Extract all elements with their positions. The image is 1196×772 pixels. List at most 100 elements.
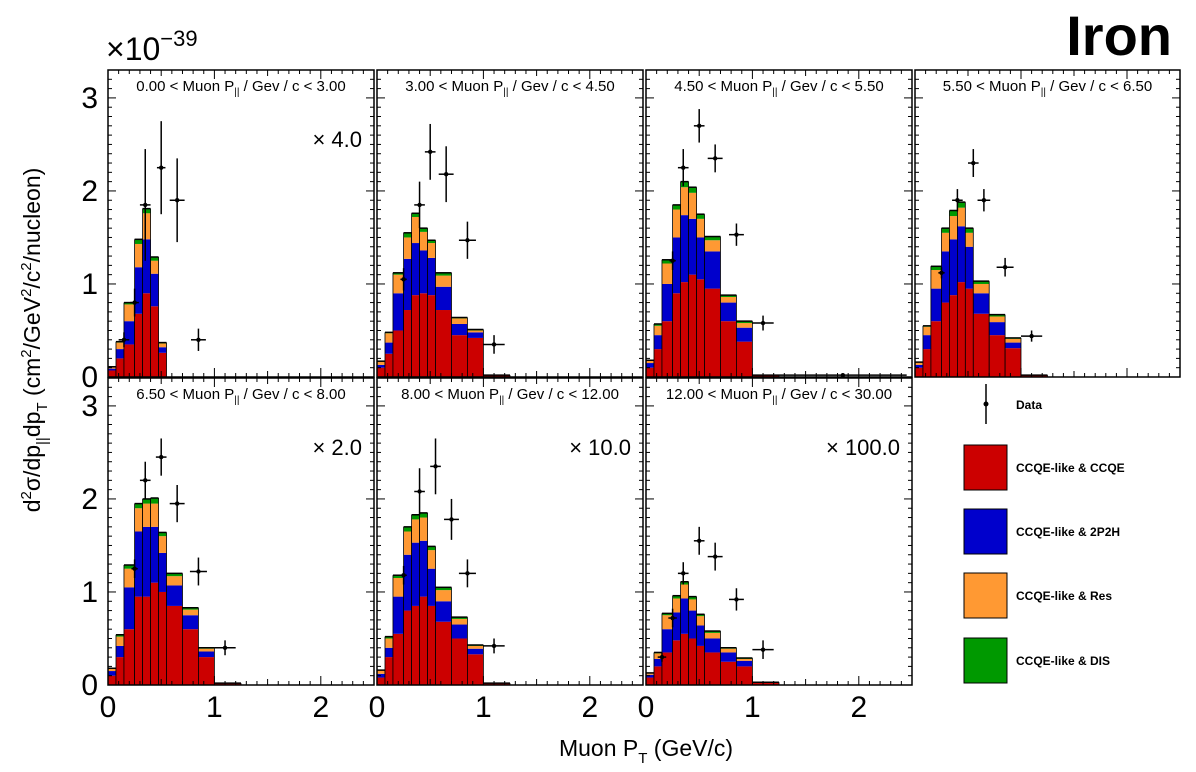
histogram-bar: [115, 645, 124, 658]
data-point: [760, 647, 766, 652]
histogram-bar: [384, 647, 393, 658]
data-point: [712, 156, 718, 161]
histogram-bar: [134, 503, 143, 509]
x-tick-label: 0: [100, 691, 117, 724]
histogram-bar: [123, 587, 135, 630]
histogram-bar: [427, 605, 436, 685]
histogram-bar: [134, 313, 143, 377]
panel-3: 4.50 < Muon P|| / Gev / c < 5.50: [645, 69, 913, 378]
legend-swatch: [963, 508, 1008, 555]
histogram-bar: [661, 321, 673, 377]
histogram-bar: [653, 323, 662, 326]
histogram-bar: [736, 323, 753, 328]
histogram-bar: [688, 274, 697, 377]
histogram-bar: [720, 302, 737, 322]
histogram-bar: [142, 498, 151, 504]
histogram-bar: [930, 266, 942, 271]
histogram-bar: [377, 367, 385, 377]
histogram-bar: [108, 368, 116, 371]
data-point: [159, 165, 164, 170]
histogram-bar: [158, 347, 167, 353]
histogram-bar: [150, 498, 159, 504]
data-point: [981, 198, 987, 203]
data-point: [417, 202, 422, 208]
histogram-bar: [451, 323, 468, 336]
histogram-bar: [427, 550, 436, 569]
histogram-bar: [451, 318, 468, 324]
histogram-bar: [1021, 375, 1048, 377]
y-exponent-label: ×10−39: [106, 26, 198, 67]
histogram-bar: [688, 599, 697, 611]
histogram-bar: [108, 675, 116, 685]
histogram-bar: [158, 591, 167, 685]
data-point: [143, 478, 148, 483]
x-tick-label: 0: [638, 691, 655, 724]
histogram-bar: [672, 640, 681, 685]
histogram-bar: [150, 260, 159, 274]
figure-title: Iron: [1066, 4, 1172, 67]
histogram-bar: [384, 333, 393, 343]
histogram-bar: [377, 670, 385, 674]
histogram-bar: [989, 322, 1006, 336]
histogram-bar: [949, 295, 958, 377]
legend-label: CCQE-like & 2P2H: [1016, 525, 1120, 539]
histogram-bar: [115, 636, 124, 646]
histogram-bar: [123, 304, 135, 322]
panel-frame: [107, 377, 375, 686]
panel-range-label: 8.00 < Muon P|| / Gev / c < 12.00: [401, 386, 619, 406]
histogram-bar: [704, 638, 721, 653]
histogram-bar: [688, 187, 697, 193]
histogram-bar: [411, 243, 420, 296]
histogram-bar: [672, 595, 681, 599]
histogram-bar: [427, 568, 436, 606]
histogram-bar: [123, 564, 135, 569]
histogram-bar: [661, 629, 673, 653]
histogram-bar: [403, 526, 412, 532]
histogram-bar: [696, 279, 705, 377]
histogram-bar: [142, 213, 151, 240]
histogram-bar: [467, 648, 484, 655]
data-point: [697, 123, 702, 129]
histogram-bar: [182, 615, 199, 630]
histogram-bar: [392, 596, 404, 634]
histogram-bar: [392, 274, 404, 294]
histogram-bar: [941, 228, 950, 233]
histogram-bar: [646, 363, 654, 368]
data-point: [670, 615, 675, 621]
histogram-bar: [680, 215, 689, 283]
histogram-bar: [720, 661, 737, 685]
data-point: [121, 337, 127, 342]
histogram-bar: [680, 584, 689, 599]
histogram-bar: [392, 330, 404, 377]
histogram-bar: [949, 210, 958, 217]
x-tick-label: 2: [312, 691, 329, 724]
histogram-bar: [653, 666, 662, 685]
histogram-bar: [646, 367, 654, 377]
histogram-bar: [922, 326, 931, 336]
data-point: [433, 464, 438, 469]
histogram-bar: [736, 660, 753, 667]
data-point: [222, 645, 228, 650]
histogram-bar: [922, 349, 931, 377]
x-tick-label: 1: [475, 691, 492, 724]
histogram-bar: [435, 272, 452, 276]
histogram-bar: [949, 239, 958, 296]
y-tick-label: 0: [81, 669, 98, 702]
histogram-bar: [150, 503, 159, 527]
histogram-bar: [435, 590, 452, 602]
histogram-bar: [989, 314, 1006, 317]
histogram-bar: [108, 370, 116, 377]
data-point: [491, 342, 497, 347]
panel-frame: [645, 377, 913, 686]
data-point: [659, 654, 665, 660]
histogram-bar: [736, 658, 753, 661]
histogram-bar: [384, 636, 393, 639]
histogram-bar: [661, 259, 673, 264]
histogram-bar: [661, 652, 673, 685]
histogram-bar: [158, 536, 167, 553]
histogram-bar: [419, 228, 428, 232]
y-axis-label: d2σ/dp||dpT (cm2/GeV2/c2/nucleon): [18, 168, 51, 513]
histogram-bar: [680, 282, 689, 377]
x-axis-label: Muon PT (GeV/c): [559, 735, 733, 767]
histogram-bar: [392, 633, 404, 685]
